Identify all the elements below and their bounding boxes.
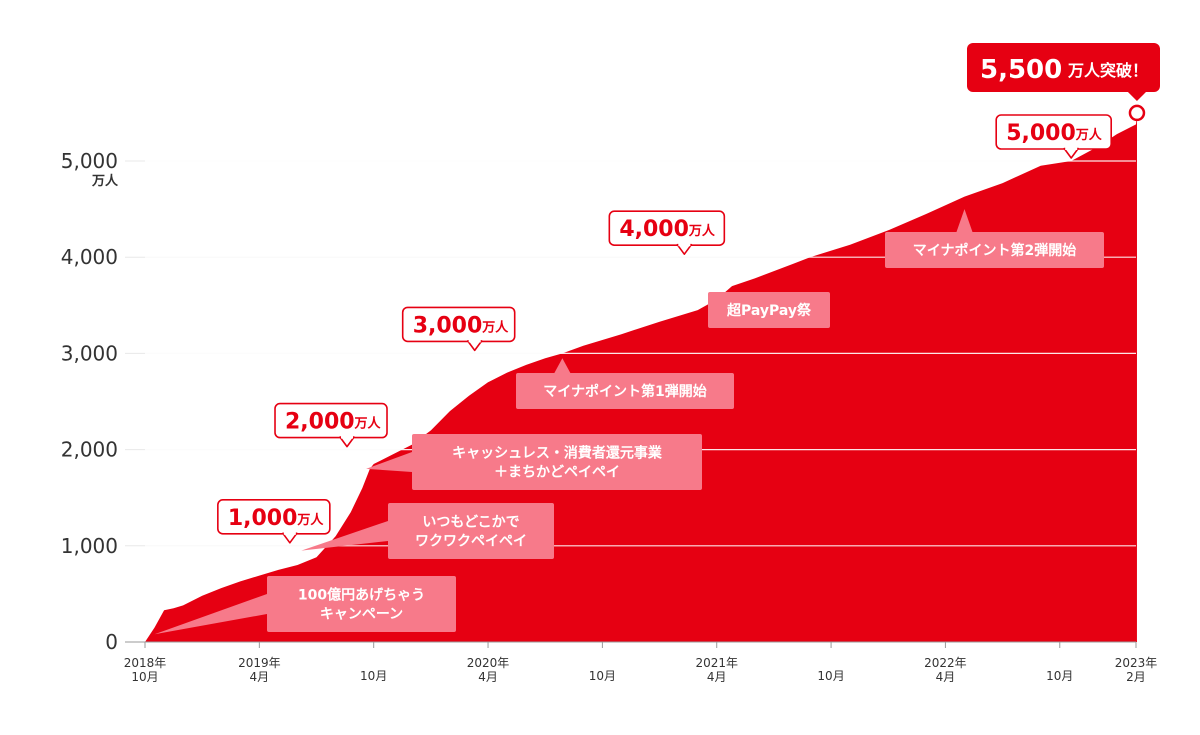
- y-tick-label: 1,000: [61, 534, 118, 558]
- x-tick-label: 2020年: [467, 656, 510, 670]
- event-pointer: [366, 452, 412, 472]
- event-box: [885, 232, 1104, 268]
- event-pointer: [154, 594, 267, 635]
- milestone-number: 2,000: [285, 410, 355, 435]
- event-callout: マイナポイント第1弾開始: [516, 358, 734, 409]
- final-number: 5,500: [980, 55, 1062, 85]
- milestone-pointer-mask: [1065, 147, 1078, 150]
- x-tick-label: 2018年: [124, 656, 167, 670]
- x-tick-label: 10月: [817, 669, 844, 683]
- final-box: [967, 43, 1160, 92]
- event-label: マイナポイント第2弾開始: [913, 242, 1076, 259]
- milestone-box: [274, 402, 388, 439]
- y-tick-label: 0: [105, 630, 118, 654]
- milestone-box: [608, 210, 726, 246]
- x-tick-label: 4月: [936, 670, 956, 684]
- event-label: ＋まちかどペイペイ: [494, 465, 620, 481]
- x-tick-label: 2月: [1126, 670, 1146, 684]
- event-box: [708, 292, 830, 328]
- y-tick-label: 3,000: [61, 341, 118, 365]
- milestone-unit: 万人: [481, 319, 509, 335]
- event-callout: 超PayPay祭: [708, 292, 830, 328]
- event-label: 超PayPay祭: [726, 302, 812, 319]
- event-box: [412, 434, 702, 490]
- milestone-box: [995, 114, 1113, 150]
- event-label: 100億円あげちゃう: [298, 587, 425, 604]
- event-box: [267, 576, 456, 632]
- milestone-pointer-mask: [678, 243, 691, 247]
- x-tick-label: 4月: [707, 670, 727, 684]
- y-tick-label: 2,000: [61, 438, 118, 462]
- milestone-number: 1,000: [228, 506, 298, 531]
- x-tick-label: 10月: [589, 669, 616, 683]
- milestone-callout: 2,000 万人: [274, 402, 388, 448]
- event-label: マイナポイント第1弾開始: [543, 383, 706, 400]
- milestone-pointer-mask: [468, 339, 481, 343]
- milestone-number: 3,000: [413, 313, 483, 338]
- final-unit: 万人突破！: [1067, 61, 1148, 80]
- event-callout: キャッシュレス・消費者還元事業 ＋まちかどペイペイ: [366, 434, 702, 490]
- milestone-callout: 5,000 万人: [995, 114, 1113, 159]
- event-label: いつもどこかで: [422, 515, 519, 531]
- axes: 01,0002,0003,0004,0005,000万人2018年10月2019…: [61, 149, 1158, 684]
- x-tick-label: 10月: [360, 669, 387, 683]
- y-tick-label: 5,000: [61, 149, 118, 173]
- milestone-unit: 万人: [296, 512, 324, 528]
- event-pointer: [554, 358, 571, 373]
- x-tick-label: 10月: [1046, 669, 1073, 683]
- event-pointer: [956, 209, 973, 232]
- x-tick-label: 2021年: [695, 656, 738, 670]
- milestone-box: [401, 306, 516, 343]
- milestone-unit: 万人: [1075, 127, 1103, 143]
- milestone-annotations: 1,000 万人2,000 万人3,000 万人4,000 万人5,000 万人: [217, 114, 1113, 544]
- final-pointer: [1126, 91, 1147, 101]
- event-label: キャンペーン: [320, 607, 403, 623]
- milestone-number: 4,000: [619, 217, 689, 242]
- x-tick-label: 4月: [250, 670, 270, 684]
- event-box: [516, 373, 734, 409]
- milestone-number: 5,000: [1006, 121, 1076, 146]
- x-tick-label: 10月: [131, 670, 158, 684]
- event-label: ワクワクペイペイ: [415, 534, 527, 550]
- milestone-box: [217, 498, 331, 535]
- milestone-pointer-mask: [341, 435, 354, 439]
- final-callout: 5,500 万人突破！: [967, 43, 1160, 122]
- event-callout: マイナポイント第2弾開始: [885, 209, 1104, 268]
- y-tick-label: 4,000: [61, 245, 118, 269]
- final-annotation: 5,500 万人突破！: [967, 43, 1160, 122]
- x-tick-label: 2022年: [924, 656, 967, 670]
- x-tick-label: 2019年: [238, 656, 281, 670]
- x-tick-label: 4月: [478, 670, 498, 684]
- milestone-callout: 1,000 万人: [217, 498, 331, 544]
- milestone-callout: 4,000 万人: [608, 210, 726, 255]
- y-unit-label: 万人: [91, 173, 119, 189]
- x-tick-label: 2023年: [1115, 656, 1158, 670]
- milestone-unit: 万人: [354, 416, 382, 432]
- milestone-unit: 万人: [688, 223, 716, 239]
- milestone-callout: 3,000 万人: [401, 306, 516, 352]
- event-box: [388, 503, 554, 559]
- final-point-marker: [1128, 104, 1146, 122]
- milestone-pointer-mask: [283, 531, 296, 535]
- event-label: キャッシュレス・消費者還元事業: [452, 445, 663, 462]
- event-pointer: [301, 521, 388, 551]
